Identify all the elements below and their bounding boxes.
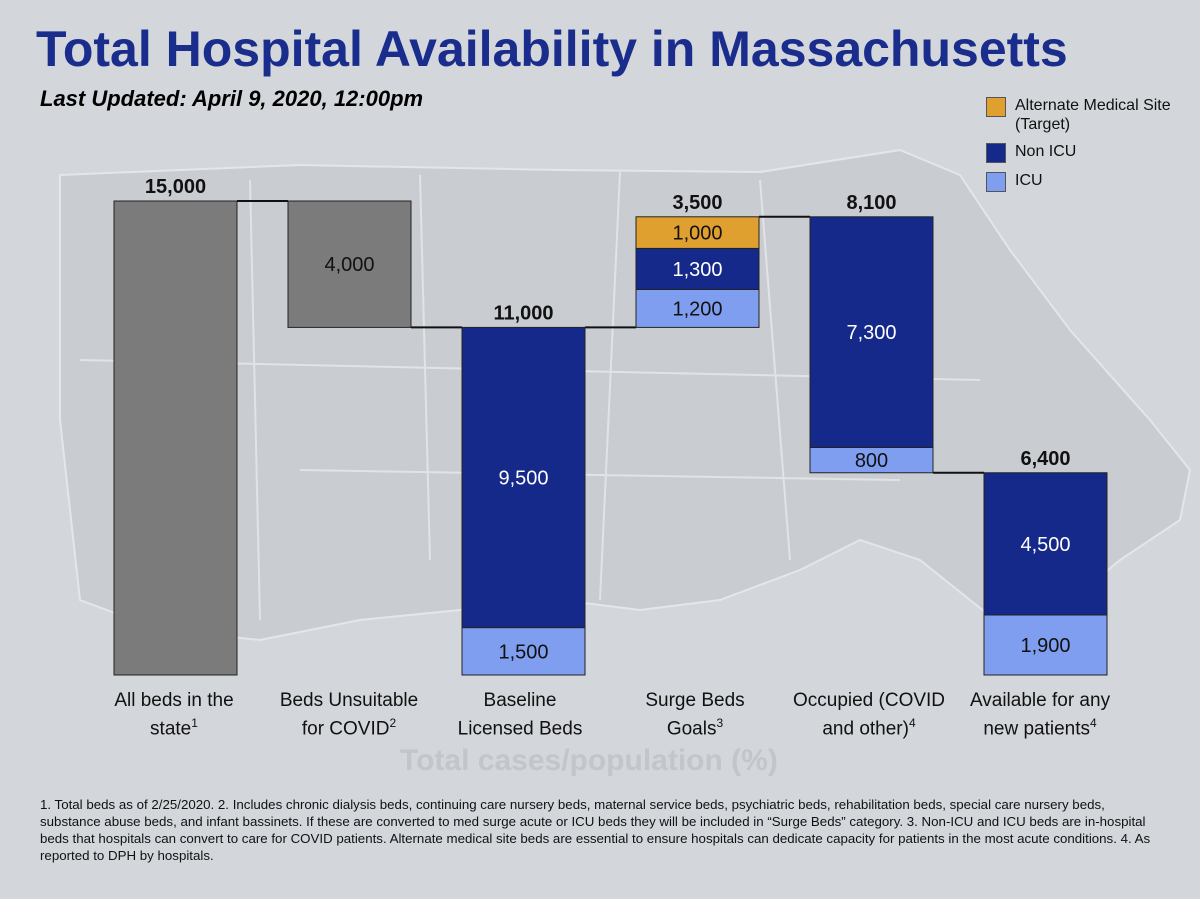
bar-total-label: 3,500 [672,192,722,214]
category-text-all-beds: All beds in the state [114,690,234,740]
bar-segment [113,200,238,676]
bar-segment [635,247,760,290]
category-note-available: 4 [1090,716,1097,730]
bar-segment [461,627,586,676]
legend-item-non-icu: Non ICU [986,142,1186,163]
bar-segment [635,216,760,249]
segment-value-label: 1,900 [1020,635,1070,657]
category-label-surge: Surge Beds Goals3 [620,690,770,740]
bar-segment [287,200,412,328]
page-title: Total Hospital Availability in Massachus… [36,21,1068,77]
category-text-occupied: Occupied (COVID and other) [792,690,946,740]
category-text-unsuitable: Beds Unsuitable for COVID [279,690,419,740]
segment-value-label: 1,000 [672,223,722,245]
segment-value-label: 800 [855,450,888,472]
category-note-unsuitable: 2 [389,716,397,730]
bar-total-label: 15,000 [145,176,206,198]
segment-value-label: 7,300 [846,322,896,344]
segment-value-label: 1,200 [672,298,722,320]
bar-segment [809,446,934,474]
segment-value-label: 1,300 [672,259,722,281]
category-text-surge: Surge Beds Goals [645,690,745,740]
bar-segment [983,472,1108,616]
category-label-all-beds: All beds in the state1 [99,690,249,740]
category-label-baseline: Baseline Licensed Beds [445,690,595,740]
bar-segment [809,216,934,448]
legend-item-alternate-site: Alternate Medical Site (Target) [986,96,1186,134]
category-note-surge: 3 [716,716,724,730]
bar-segment [983,614,1108,676]
legend-swatch-alternate-site [986,97,1006,117]
legend-label-non-icu: Non ICU [1015,143,1077,160]
segment-value-label: 1,500 [498,641,548,663]
last-updated-subtitle: Last Updated: April 9, 2020, 12:00pm [40,86,424,111]
bar-total-label: 11,000 [493,302,553,324]
segment-value-label: 4,500 [1020,534,1070,556]
footnote: 1. Total beds as of 2/25/2020. 2. Includ… [40,797,1151,863]
category-text-baseline: Baseline Licensed Beds [457,690,583,740]
category-text-available: Available for any new patients [969,690,1111,740]
legend-swatch-non-icu [986,143,1006,163]
bar-segment [635,288,760,328]
segment-value-label: 4,000 [324,254,374,276]
legend-swatch-icu [986,172,1006,192]
category-label-available: Available for any new patients4 [962,690,1118,740]
legend-label-alternate-site: Alternate Medical Site (Target) [1015,97,1171,133]
segment-value-label: 9,500 [498,468,548,490]
legend: Alternate Medical Site (Target) Non ICU … [986,96,1186,200]
bar-total-label: 8,100 [846,192,896,214]
bar-segment [461,326,586,629]
legend-label-icu: ICU [1015,172,1043,189]
bar-total-label: 6,400 [1020,448,1070,470]
category-note-occupied: 4 [908,716,916,730]
watermark-text: Total cases/population (%) [400,744,778,777]
category-note-all-beds: 1 [191,716,198,730]
legend-item-icu: ICU [986,171,1186,192]
category-label-occupied: Occupied (COVID and other)4 [791,690,947,740]
category-label-unsuitable: Beds Unsuitable for COVID2 [274,690,424,740]
